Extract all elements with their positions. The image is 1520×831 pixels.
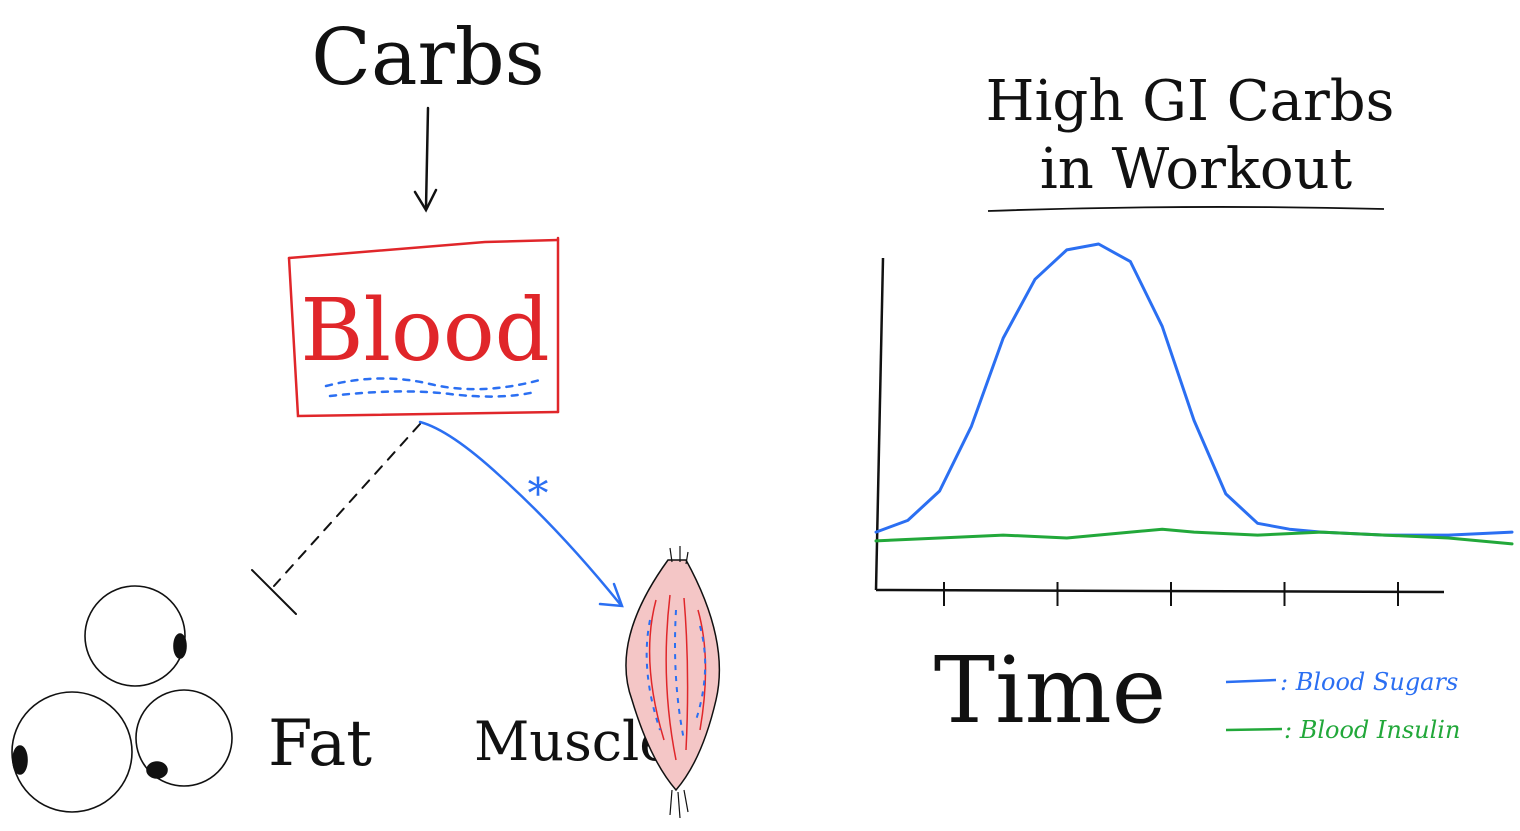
- fat-label: Fat: [268, 707, 372, 781]
- chart-title-line1: High GI Carbs: [986, 69, 1395, 134]
- x-axis: [875, 588, 1445, 594]
- legend-swatch-blood-insulin: [1225, 727, 1283, 732]
- chart-legend: : Blood Sugars : Blood Insulin: [1225, 668, 1460, 744]
- carbs-to-blood-arrow: [413, 106, 438, 213]
- series-line-blood-insulin: [874, 527, 1514, 546]
- chart-title-line2: in Workout: [1040, 137, 1353, 202]
- title-underline: [987, 206, 1385, 212]
- blood-label: Blood: [300, 281, 549, 381]
- legend-swatch-blood-sugars: [1225, 678, 1277, 684]
- blood-to-muscle-arrow: [418, 420, 624, 608]
- blood-sugar-dashes: [324, 377, 542, 398]
- muscle-icon: [625, 546, 721, 819]
- blood-to-fat-inhibition: [251, 423, 421, 615]
- asterisk-mark: *: [528, 469, 549, 518]
- legend-label-blood-sugars: : Blood Sugars: [1280, 668, 1458, 696]
- line-chart: [874, 242, 1514, 606]
- legend-label-blood-insulin: : Blood Insulin: [1284, 716, 1460, 744]
- y-axis: [874, 257, 885, 591]
- carbs-label: Carbs: [311, 13, 544, 103]
- x-axis-label: Time: [934, 637, 1166, 744]
- series-line-blood-sugars: [874, 242, 1514, 537]
- blood-box: [287, 236, 560, 418]
- fat-cells-icon: [11, 585, 233, 813]
- chart-title: High GI Carbs in Workout: [986, 69, 1395, 212]
